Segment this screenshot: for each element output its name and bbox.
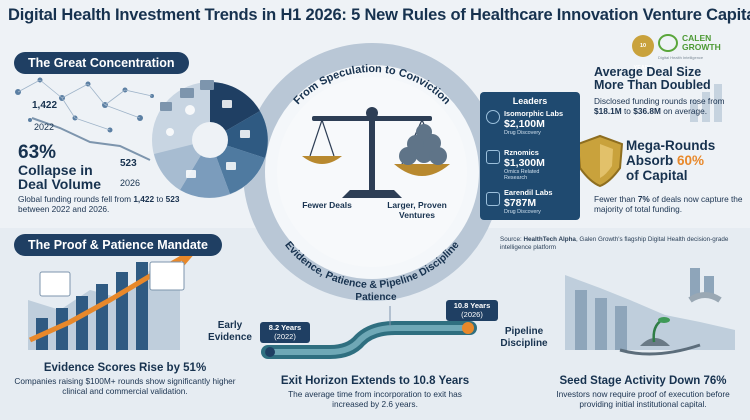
- leader-item-1: Isomorphic Labs $2,100M Drug Discovery: [504, 109, 563, 136]
- collapse-headline-line1: Collapse in: [18, 162, 93, 178]
- evidence-title: Evidence Scores Rise by 51%: [43, 362, 207, 374]
- leaders-title: Leaders: [512, 96, 548, 106]
- deal-size-body-mid: to: [621, 106, 634, 117]
- mega-body-pct: 7%: [637, 194, 650, 204]
- tag-2022-value: 8.2 Years: [268, 323, 302, 332]
- deal-size-title: Average Deal Size More Than Doubled: [594, 66, 744, 92]
- label-2026-value: 523: [120, 158, 137, 169]
- deal-size-title-line2: More Than Doubled: [594, 78, 711, 92]
- leader-sub-2: Omics Related Research: [504, 169, 540, 181]
- section-pill-proof: The Proof & Patience Mandate: [14, 234, 222, 256]
- collapse-body-post: between 2022 and 2026.: [18, 204, 110, 215]
- label-2026-year: 2026: [120, 178, 141, 188]
- deal-size-body-post: on average.: [660, 106, 708, 117]
- dna-icon: [486, 150, 500, 164]
- pill-bottle-icon: [486, 192, 500, 206]
- exit-title: Exit Horizon Extends to 10.8 Years: [280, 375, 470, 387]
- deal-size-body-pre: Disclosed funding rounds rose from: [594, 96, 725, 106]
- tag-2026-year: (2026): [461, 309, 483, 319]
- leader-value-1: $2,100M: [504, 118, 545, 130]
- leader-item-3: Earendil Labs $787M Drug Discovery: [504, 188, 552, 215]
- tag-2022-year: (2022): [274, 331, 296, 341]
- arc-top-textpath: From Speculation to Conviction: [291, 63, 452, 107]
- collapse-body-v2: 523: [165, 194, 180, 204]
- collapse-body-mid: to: [154, 194, 166, 204]
- mega-body-pre: Fewer than: [594, 194, 638, 204]
- patience-label: Patience: [355, 292, 397, 303]
- evidence-body: Companies raising $100M+ rounds show sig…: [14, 376, 236, 397]
- leader-name-3: Earendil Labs: [504, 188, 553, 197]
- tag-2026-value: 10.8 Years: [453, 301, 491, 310]
- timeline-tag-2022: 8.2 Years (2022): [260, 322, 310, 344]
- source-note: Source: HealthTech Alpha, Galen Growth's…: [500, 236, 745, 252]
- deal-size-v2: $36.8M: [633, 106, 661, 117]
- leader-name-1: Isomorphic Labs: [504, 109, 564, 118]
- seed-body: Investors now require proof of execution…: [556, 389, 730, 410]
- leader-value-2: $1,300M: [504, 157, 545, 169]
- arc-bottom-textpath: Evidence, Patience & Pipeline Discipline: [282, 239, 462, 291]
- brand-tagline: Digital Health Intelligence: [658, 55, 704, 60]
- seed-title: Seed Stage Activity Down 76%: [559, 375, 727, 387]
- collapse-headline: Collapse in Deal Volume: [18, 163, 101, 191]
- section-pill-concentration: The Great Concentration: [14, 52, 189, 74]
- brand-name-line2: GROWTH: [682, 42, 721, 52]
- scale-label-left: Fewer Deals: [302, 200, 352, 210]
- deal-size-title-line1: Average Deal Size: [594, 65, 702, 79]
- source-rest: , Galen Growth's flagship Digital Health…: [500, 236, 729, 251]
- scale-label-right: Larger, Proven Ventures: [387, 200, 447, 220]
- collapse-body-v1: 1,422: [133, 194, 155, 204]
- mega-body: Fewer than 7% of deals now capture the m…: [594, 194, 746, 215]
- mega-body-post: of deals now capture the majority of tot…: [594, 194, 743, 215]
- collapse-body-pre: Global funding rounds fell from: [18, 194, 134, 204]
- mega-line3: of Capital: [626, 168, 688, 183]
- brand-name: CALEN GROWTH: [682, 34, 721, 52]
- leader-item-2: Rznomics $1,300M Omics Related Research: [504, 148, 550, 181]
- label-2022-value: 1,422: [32, 100, 58, 111]
- leader-sub-3: Drug Discovery: [504, 209, 541, 215]
- collapse-percent: 63%: [18, 142, 57, 163]
- leader-value-3: $787M: [504, 197, 537, 209]
- mega-rounds-title: Mega-Rounds Absorb 60% of Capital: [626, 138, 746, 183]
- source-label: Source:: [500, 236, 524, 243]
- label-2022-year: 2022: [34, 122, 55, 132]
- timeline-tag-2026: 10.8 Years (2026): [446, 300, 498, 322]
- exit-body: The average time from incorporation to e…: [288, 389, 462, 410]
- mega-line2-pct: 60%: [677, 153, 705, 168]
- deal-size-v1: $18.1M: [594, 106, 622, 117]
- collapse-headline-line2: Deal Volume: [18, 176, 101, 192]
- molecule-icon: [486, 110, 500, 124]
- arc-top-text: From Speculation to Conviction: [291, 63, 452, 107]
- arc-bottom-text: Evidence, Patience & Pipeline Discipline: [282, 239, 462, 291]
- mega-line2-pre: Absorb: [626, 153, 678, 168]
- anniversary-badge: 10 YEARS: [632, 35, 654, 71]
- deal-size-body: Disclosed funding rounds rose from $18.1…: [594, 96, 746, 117]
- leader-name-2: Rznomics: [504, 148, 539, 157]
- mega-line1: Mega-Rounds: [626, 138, 716, 153]
- early-evidence-label: Early Evidence: [208, 320, 252, 343]
- pipeline-label: Pipeline Discipline: [500, 326, 548, 349]
- collapse-body: Global funding rounds fell from 1,422 to…: [18, 194, 188, 215]
- source-name: HealthTech Alpha: [523, 236, 576, 243]
- leader-sub-1: Drug Discovery: [504, 130, 541, 136]
- brand-name-line1: CALEN: [682, 33, 712, 43]
- page-title: Digital Health Investment Trends in H1 2…: [8, 6, 750, 24]
- logo-mark-icon: [658, 34, 678, 52]
- leaders-panel: Leaders Isomorphic Labs $2,100M Drug Dis…: [480, 92, 580, 220]
- brand-logo: 10 YEARS CALEN GROWTH Digital Health Int…: [632, 34, 742, 71]
